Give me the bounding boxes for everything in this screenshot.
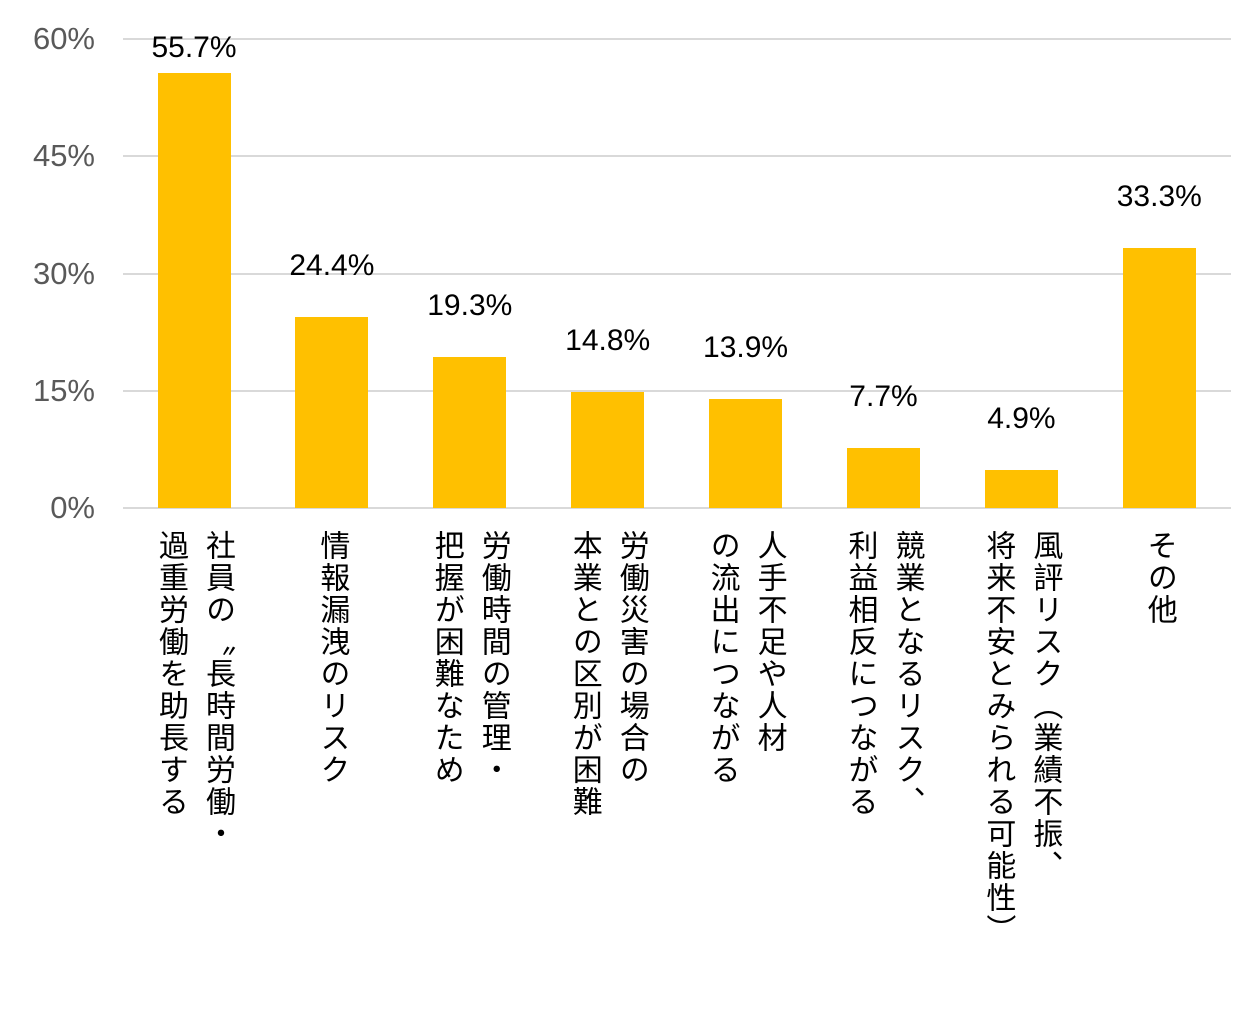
category-label-column: 競業となるリスク、 bbox=[890, 530, 924, 818]
bar bbox=[295, 317, 369, 508]
bar-value-label: 24.4% bbox=[289, 249, 375, 283]
gridline bbox=[123, 272, 1231, 275]
bar bbox=[157, 72, 231, 508]
category-label: 風評リスク（業績不振、 将来不安とみられる可能性） bbox=[974, 530, 1068, 946]
y-axis-tick-label: 15% bbox=[32, 372, 95, 408]
bar-value-label: 13.9% bbox=[703, 331, 789, 365]
bar bbox=[847, 447, 920, 508]
category-label-column: 労働災害の場合の bbox=[614, 530, 648, 786]
category-label-column: 利益相反につながる bbox=[843, 530, 877, 818]
bar bbox=[709, 399, 783, 508]
category-label-column: 情報漏洩のリスク bbox=[315, 530, 349, 786]
category-label: 人手不足や人材 の流出につながる bbox=[699, 530, 793, 786]
category-label-column: 把握が困難なため bbox=[429, 530, 463, 786]
category-label: その他 bbox=[1136, 530, 1183, 626]
bar bbox=[1122, 247, 1196, 508]
bar-value-label: 4.9% bbox=[987, 401, 1056, 435]
y-axis-tick-label: 30% bbox=[32, 255, 95, 291]
category-label-column: の流出につながる bbox=[705, 530, 739, 786]
y-axis-tick-label: 0% bbox=[50, 490, 95, 525]
gridline bbox=[123, 507, 1231, 509]
category-label: 競業となるリスク、 利益相反につながる bbox=[837, 530, 931, 818]
gridline bbox=[123, 389, 1231, 392]
category-label-column: 将来不安とみられる可能性） bbox=[981, 530, 1015, 946]
category-label: 労働災害の場合の 本業との区別が困難 bbox=[561, 530, 655, 818]
y-axis-tick-label: 60% bbox=[32, 21, 95, 56]
bar-value-label: 19.3% bbox=[427, 289, 513, 323]
bar-value-label: 7.7% bbox=[849, 379, 918, 413]
category-label: 情報漏洩のリスク bbox=[308, 530, 355, 786]
category-label-column: 過重労働を助長する bbox=[154, 530, 187, 818]
category-label-column: 本業との区別が困難 bbox=[567, 530, 601, 818]
bar bbox=[433, 357, 507, 508]
category-label-column: その他 bbox=[1142, 530, 1176, 626]
bar bbox=[571, 392, 645, 508]
category-label-column: 人手不足や人材 bbox=[752, 530, 786, 754]
y-axis-tick-label: 45% bbox=[32, 138, 95, 174]
gridline bbox=[123, 38, 1231, 40]
category-label-column: 風評リスク（業績不振、 bbox=[1028, 530, 1062, 882]
category-label: 社員の〝長時間労働・ 過重労働を助長する bbox=[147, 530, 241, 850]
gridline bbox=[123, 155, 1231, 158]
category-label-column: 労働時間の管理・ bbox=[476, 530, 510, 786]
bar-value-label: 33.3% bbox=[1116, 179, 1202, 213]
bar bbox=[984, 469, 1058, 508]
category-label: 労働時間の管理・ 把握が困難なため bbox=[423, 530, 517, 786]
category-label-column: 社員の〝長時間労働・ bbox=[201, 530, 234, 850]
bar-value-label: 14.8% bbox=[565, 324, 651, 358]
bar-value-label: 55.7% bbox=[151, 30, 237, 64]
